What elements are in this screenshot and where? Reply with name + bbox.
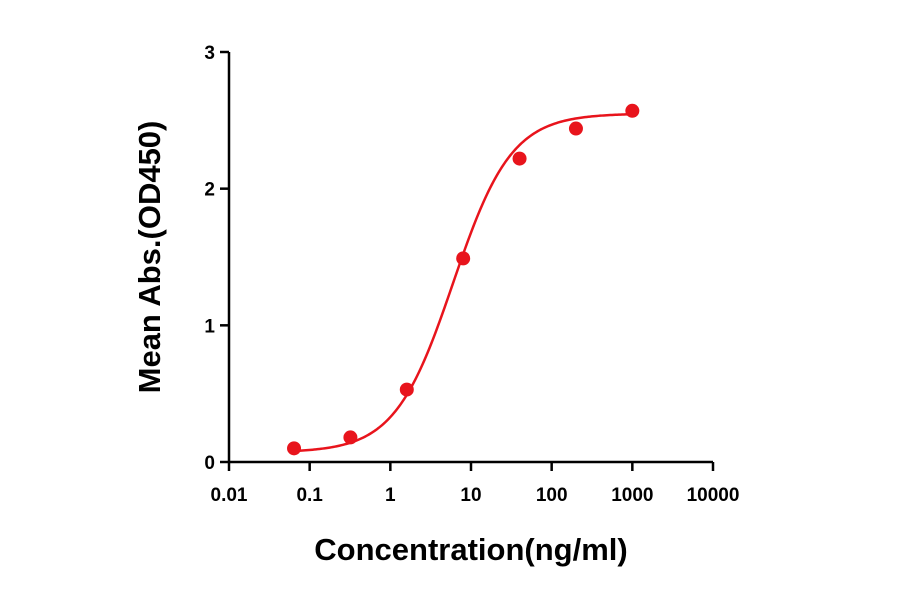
data-point [456, 251, 471, 266]
y-tick-label: 2 [204, 180, 215, 201]
x-axis-title: Concentration(ng/ml) [314, 532, 627, 567]
y-axis-title: Mean Abs.(OD450) [132, 121, 167, 394]
data-point [568, 121, 583, 136]
x-tick-label: 0.1 [296, 485, 323, 506]
data-point [343, 430, 358, 445]
x-tick-label: 10 [460, 485, 481, 506]
y-tick-label: 0 [204, 453, 215, 474]
x-tick-label: 10000 [687, 485, 740, 506]
x-tick-label: 1000 [611, 485, 653, 506]
y-ticks: 0 1 2 3 [204, 43, 229, 474]
data-points [287, 103, 640, 456]
fit-curve [293, 112, 633, 453]
data-point [512, 151, 527, 166]
x-tick-label: 0.01 [211, 485, 248, 506]
y-tick-label: 1 [204, 316, 215, 337]
x-tick-label: 1 [385, 485, 396, 506]
x-tick-label: 100 [536, 485, 568, 506]
data-point [287, 441, 302, 456]
x-ticks: 0.01 0.1 1 10 100 1000 10000 [211, 462, 740, 506]
y-tick-label: 3 [204, 43, 215, 64]
data-point [625, 103, 640, 118]
data-point [399, 382, 414, 397]
axes [227, 52, 713, 464]
